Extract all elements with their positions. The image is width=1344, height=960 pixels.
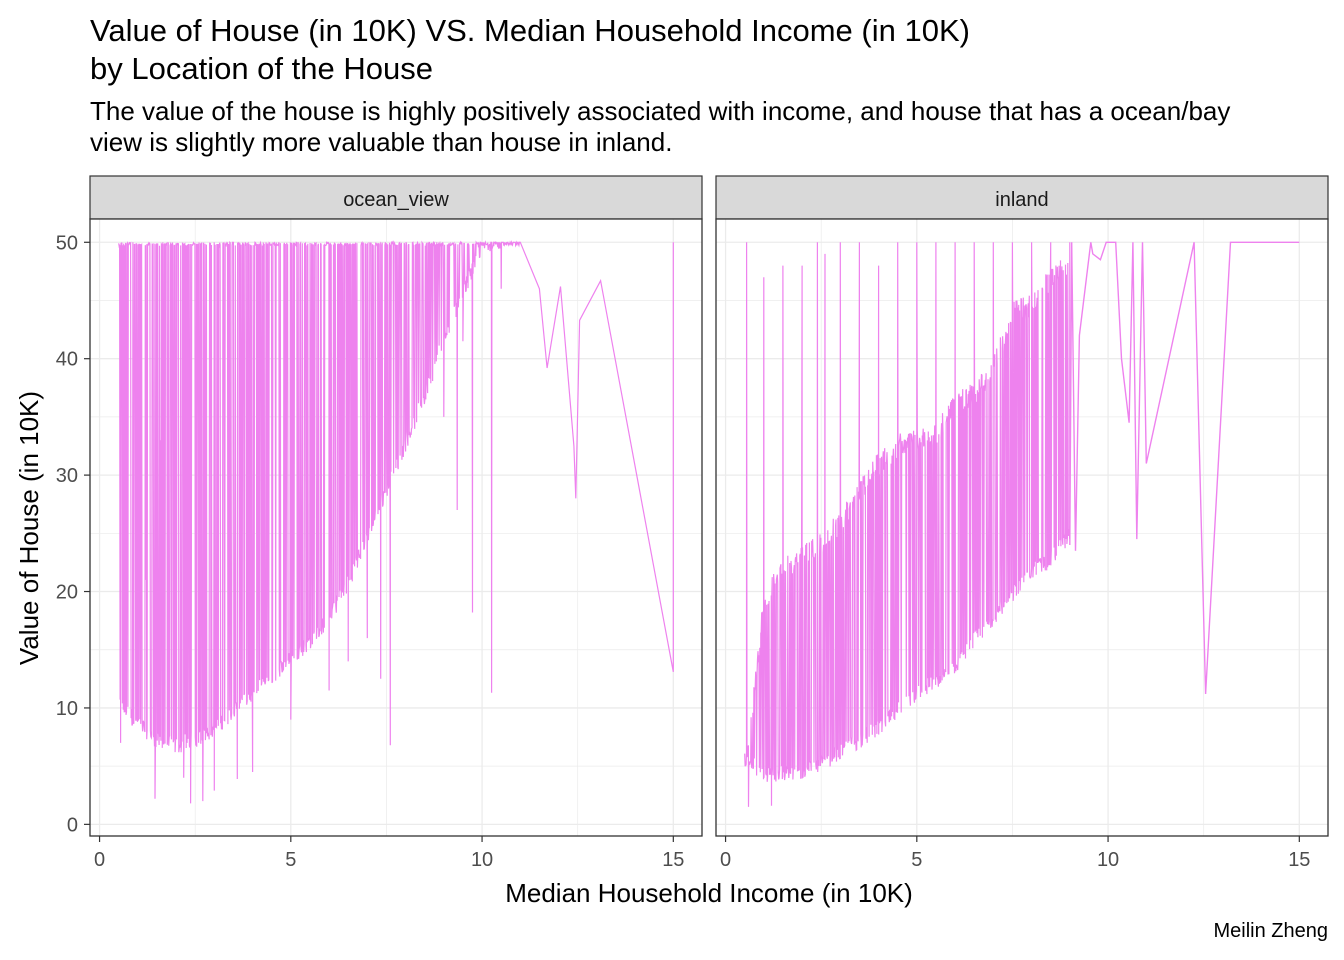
y-tick-label: 50 [56,232,78,254]
y-tick-label: 10 [56,698,78,720]
facet-strip-label: ocean_view [343,189,449,211]
x-tick-label: 10 [1097,849,1119,871]
series-line-tail [1069,241,1300,695]
x-tick-label: 10 [471,849,493,871]
facet-strip [715,175,1329,220]
x-axis-title: Median Household Income (in 10K) [505,878,913,908]
chart-caption: Meilin Zheng [1213,920,1328,942]
panel-border [89,218,703,837]
facet-panel-inland: inland 0 5 10 15 [715,175,1329,871]
facet-strip-label: inland [995,189,1048,211]
series-line [118,239,674,804]
y-tick-label: 0 [67,814,78,836]
chart-title: Value of House (in 10K) VS. Median House… [90,13,970,86]
y-tick-label: 30 [56,465,78,487]
y-tick-label: 40 [56,349,78,371]
x-tick-label: 5 [911,849,922,871]
x-tick-label: 5 [285,849,296,871]
chart-subtitle: The value of the house is highly positiv… [90,96,1231,157]
x-tick-label: 0 [94,849,105,871]
series-line [744,242,1071,807]
x-tick-label: 0 [720,849,731,871]
x-tick-label: 15 [662,849,684,871]
y-axis-title: Value of House (in 10K) [14,391,44,665]
panel-border [715,218,1329,837]
facet-panel-ocean-view: ocean_view 0 5 10 15 0 10 20 30 40 50 [56,175,703,871]
x-tick-label: 15 [1288,849,1310,871]
y-tick-label: 20 [56,582,78,604]
